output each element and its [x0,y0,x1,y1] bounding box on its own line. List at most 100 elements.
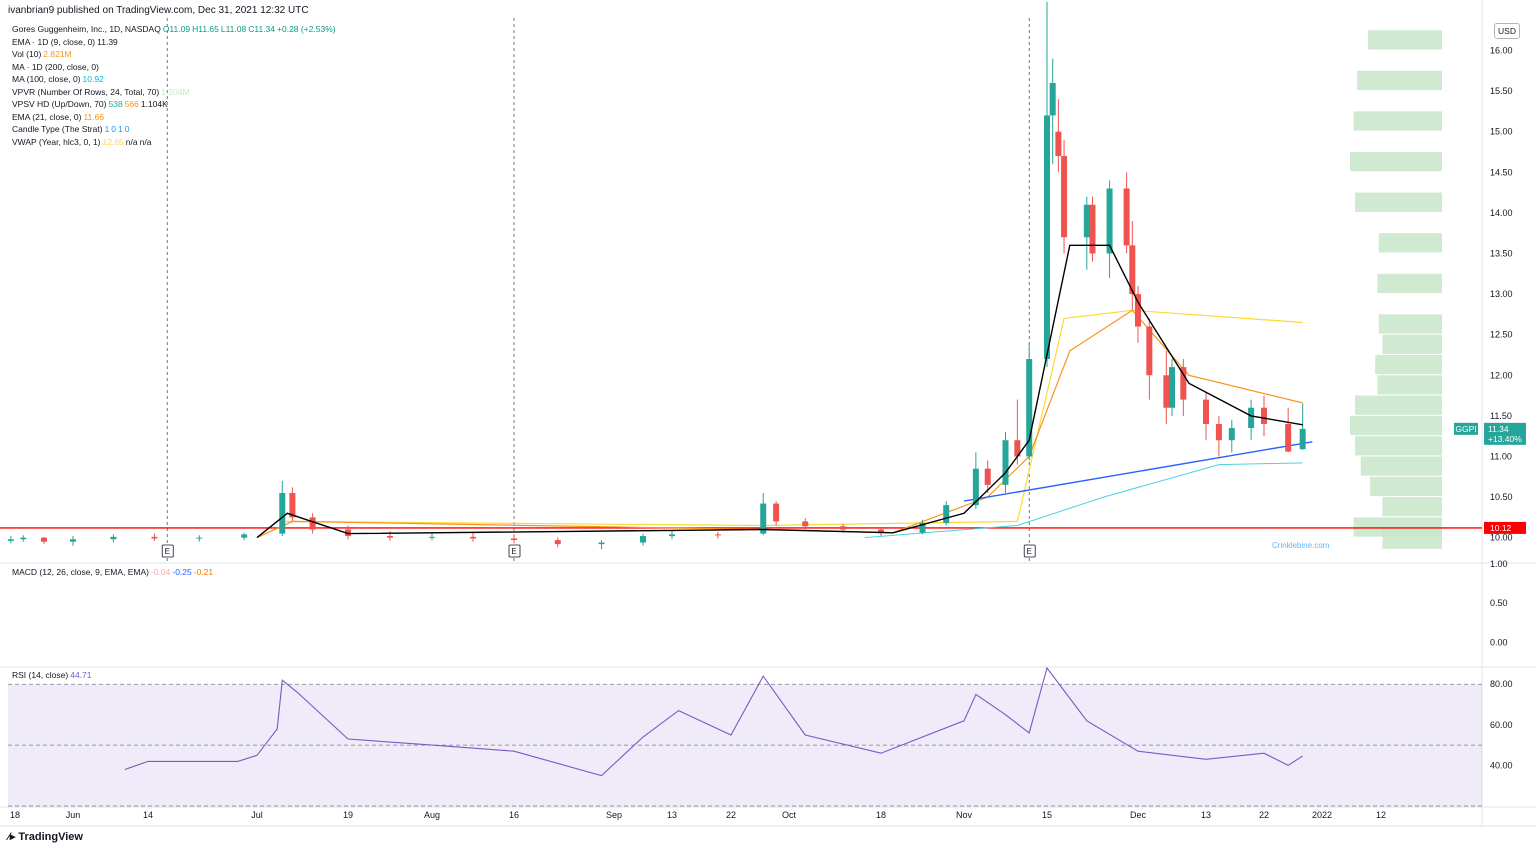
legend-label: MA (100, close, 0) [12,74,81,84]
ema9-line [256,244,1303,539]
legend-row[interactable]: VPVR (Number Of Rows, 24, Total, 70) 1.20… [12,87,190,98]
time-tick-label: Oct [782,810,797,820]
price-tick-label: 12.50 [1490,330,1513,340]
candle-body [1299,428,1306,450]
legend-row[interactable]: EMA (21, close, 0) 11.66 [12,112,104,123]
legend-row[interactable]: MA (100, close, 0) 10.92 [12,74,104,85]
earnings-marker-label: E [511,547,516,556]
legend-row[interactable]: Candle Type (The Strat) 1 0 1 0 [12,124,130,135]
time-tick-label: 22 [1259,810,1269,820]
legend-row[interactable]: VWAP (Year, hlc3, 0, 1) 12.65 n/a n/a [12,137,151,148]
tradingview-logo[interactable]: ⁄▸ TradingView [8,830,83,843]
candle-body [20,537,27,540]
candle-body [1129,245,1136,295]
legend-label: Vol (10) [12,49,42,59]
candle-body [802,521,809,527]
price-tick-label: 11.50 [1490,411,1512,421]
candle-body [1044,115,1050,360]
volume-profile-bar [1375,354,1442,375]
legend-label: VPVR (Number Of Rows, 24, Total, 70) [12,86,160,97]
time-tick-label: Sep [606,810,622,820]
candle-body [1061,156,1068,238]
candle-body [972,468,979,506]
macd-tick-label: 0.50 [1490,598,1508,608]
tradingview-brand: TradingView [18,831,83,843]
earnings-marker-label: E [165,547,170,556]
candle-body [1146,326,1153,376]
change-tag: +13.40% [1488,434,1522,444]
volume-profile-bar [1355,436,1442,456]
earnings-marker [508,544,521,558]
candle-body [1049,82,1056,116]
candle-body [110,536,117,540]
price-tag-bg [1484,422,1526,445]
candle-body [640,536,646,543]
candle-body [1215,423,1222,441]
price-tick-label: 15.50 [1490,86,1513,96]
legend-row[interactable]: VPSV HD (Up/Down, 70) 538 566 1.104K [12,99,168,110]
legend-value: 2.821M [43,49,72,59]
legend-value: 11.66 [83,111,105,122]
rsi-tick-label: 40.00 [1490,760,1513,770]
candle-body [1180,367,1187,400]
legend-value: 1.104K [140,99,168,109]
candle-body [1228,428,1235,441]
time-tick-label: 13 [667,810,677,820]
time-tick-label: 15 [1042,810,1052,820]
legend-row[interactable]: MACD (12, 26, close, 9, EMA, EMA) -0.04 -0… [12,567,213,578]
time-tick-label: 16 [509,810,519,820]
legend-row[interactable]: RSI (14, close) 44.71 [12,670,92,681]
legend-value: 1 [104,124,110,134]
price-tick-label: 13.50 [1490,248,1513,258]
price-tick-label: 14.50 [1490,167,1513,177]
candle-body [1169,367,1175,408]
legend-value: 11.39 [97,36,118,47]
legend-row[interactable]: EMA · 1D (9, close, 0) 11.39 [12,37,118,48]
legend-value: 538 [108,99,123,109]
volume-profile-bar [1382,334,1442,354]
candle-body [1014,440,1021,457]
legend-value: C11.34 [248,24,276,34]
legend-label: MACD (12, 26, close, 9, EMA, EMA) [12,567,149,577]
candle-body [1089,204,1096,254]
earnings-marker-label: E [1027,547,1032,556]
volume-profile-bar [1353,111,1442,131]
legend-row[interactable]: Vol (10) 2.821M [12,49,72,60]
legend-row[interactable]: Gores Guggenheim, Inc., 1D, NASDAQ O11.09… [12,24,336,35]
candle-body [1055,131,1062,157]
currency-button[interactable]: USD [1494,23,1520,39]
legend-value: 44.71 [70,670,92,680]
price-tick-label: 10.00 [1490,533,1513,543]
legend-value: 1.204M [161,86,190,97]
time-tick-label: 2022 [1312,810,1332,820]
rsi-tick-label: 60.00 [1490,720,1513,730]
candle-body [70,539,76,542]
legend-row[interactable]: MA · 1D (200, close, 0) [12,62,99,73]
candle-body [1203,399,1209,424]
level-tag: 10.12 [1490,523,1512,533]
volume-profile-bar [1378,314,1442,334]
ma100-line [864,462,1303,539]
legend-label: Gores Guggenheim, Inc., 1D, NASDAQ [12,24,161,34]
rsi-line [124,666,1304,777]
legend-value: -0.04 [150,567,171,577]
time-tick-label: Aug [424,810,440,820]
trend-line [963,441,1313,502]
time-tick-label: Dec [1130,810,1147,820]
macd-tick-label: 1.00 [1490,559,1508,569]
earnings-marker [1023,544,1036,558]
legend-value: 566 [124,99,139,109]
legend-label: VWAP (Year, hlc3, 0, 1) [12,136,101,147]
legend-value: -0.25 [172,567,192,577]
volume-profile-bar [1368,30,1442,50]
volume-profile-bar [1357,70,1442,91]
volume-profile-bar [1350,415,1442,436]
candle-body [598,542,605,545]
candle-body [1135,294,1141,327]
candle-body [1123,188,1130,246]
legend-value: 10.92 [82,74,104,84]
candle-body [1261,407,1267,424]
volume-profile-bar [1360,456,1442,476]
time-tick-label: 12 [1376,810,1386,820]
